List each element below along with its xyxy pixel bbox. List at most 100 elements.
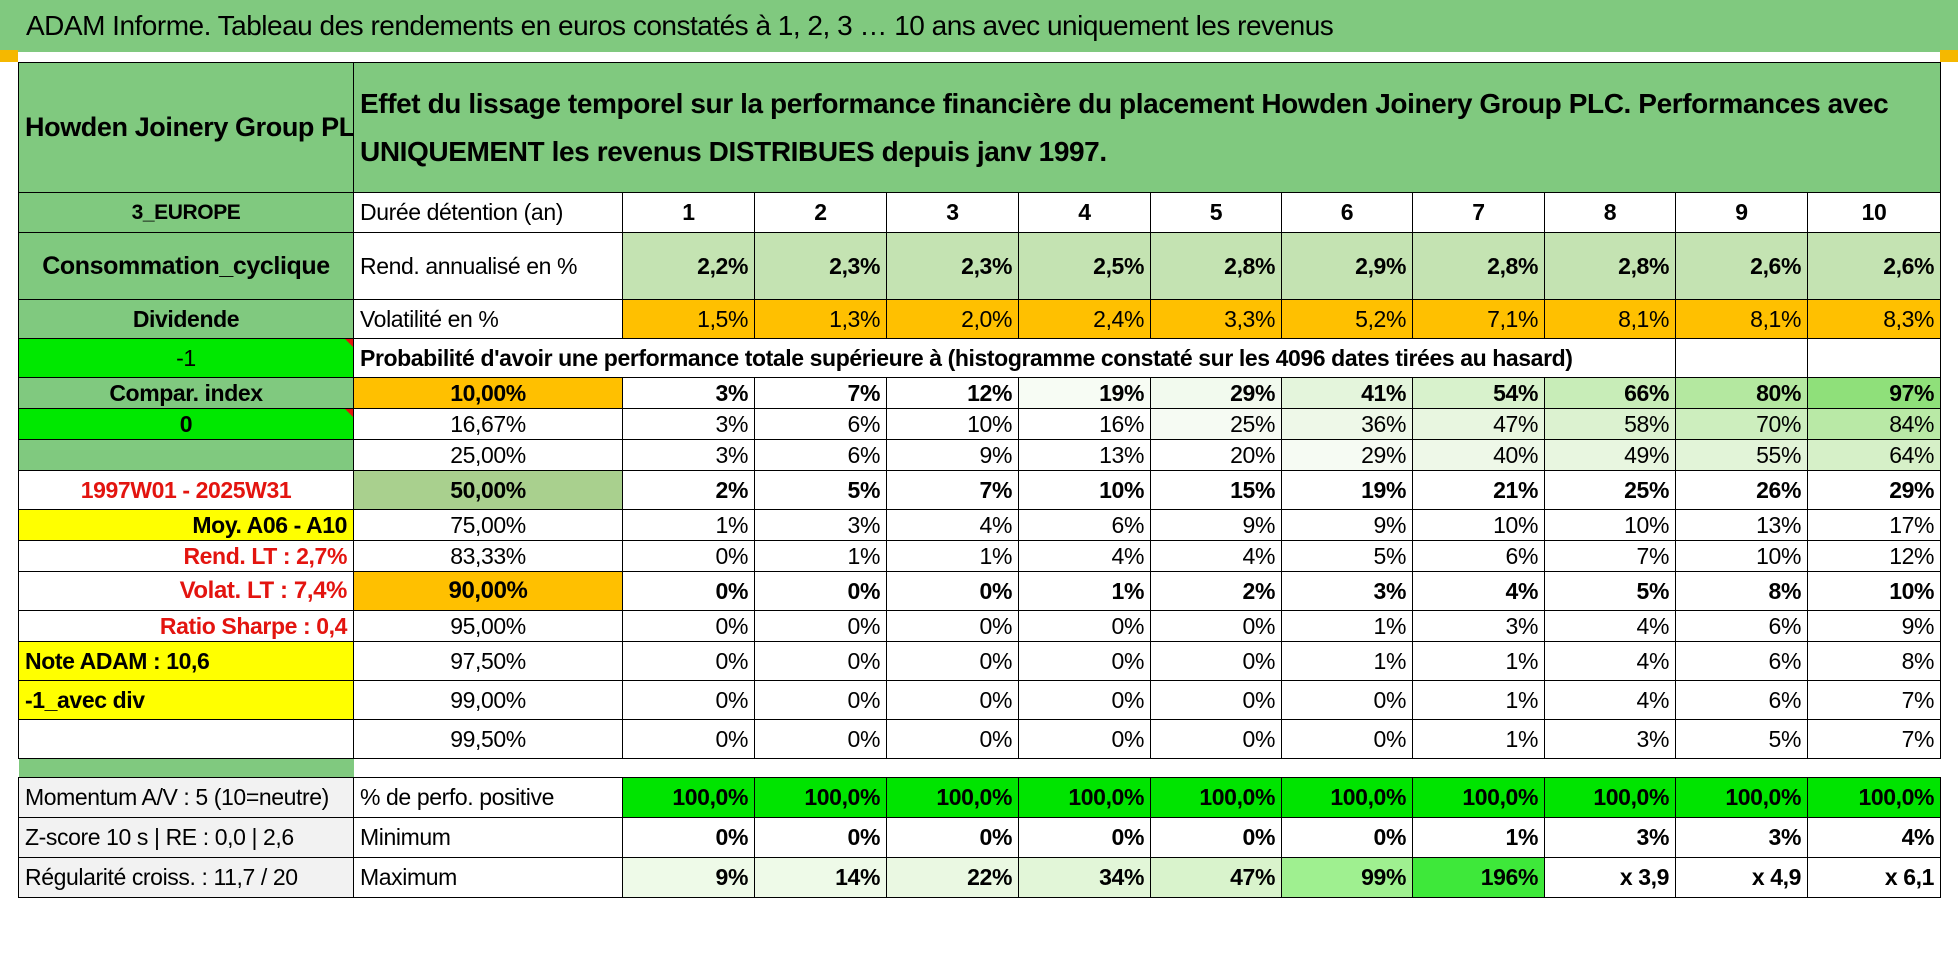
- positive-cell: 100,0%: [1806, 777, 1942, 818]
- prob-cell: 5%: [1281, 540, 1413, 572]
- maximum-cell: x 4,9: [1675, 857, 1808, 898]
- prob-cell: 5%: [1675, 719, 1808, 759]
- prob-row: Ratio Sharpe : 0,4 95,00% 0% 0% 0% 0% 0%…: [18, 610, 1942, 642]
- volat-cell: 3,3%: [1150, 299, 1282, 339]
- threshold-cell: 99,00%: [353, 680, 623, 720]
- prob-cell: 0%: [754, 719, 887, 759]
- rend-cell: 2,3%: [886, 232, 1019, 300]
- prob-cell: 2%: [1150, 571, 1282, 611]
- volat-cell: 2,4%: [1018, 299, 1151, 339]
- year-header: 10: [1806, 192, 1942, 233]
- prob-row: -1_avec div 99,00% 0% 0% 0% 0% 0% 0% 1% …: [18, 680, 1942, 720]
- prob-cell: 12%: [1806, 540, 1942, 572]
- header-row: Howden Joinery Group PLC Effet du lissag…: [18, 62, 1942, 193]
- prob-cell: 47%: [1412, 408, 1545, 440]
- volat-cell: 8,1%: [1544, 299, 1676, 339]
- minimum-cell: 0%: [1281, 817, 1413, 858]
- prob-cell: 9%: [1806, 610, 1942, 642]
- prob-cell: 40%: [1412, 439, 1545, 471]
- prob-cell: 12%: [886, 377, 1019, 409]
- prob-cell: 29%: [1150, 377, 1282, 409]
- prob-cell: 4%: [886, 509, 1019, 541]
- volat-lt-label: Volat. LT : 7,4%: [18, 571, 354, 611]
- type-label: Dividende: [18, 299, 354, 339]
- prob-cell: 0%: [622, 719, 755, 759]
- prob-cell: 8%: [1806, 641, 1942, 681]
- moy-label: Moy. A06 - A10: [18, 509, 354, 541]
- value-zero[interactable]: 0: [18, 408, 354, 440]
- region-label: 3_EUROPE: [18, 192, 354, 233]
- volat-cell: 5,2%: [1281, 299, 1413, 339]
- prob-cell: 0%: [754, 571, 887, 611]
- maximum-cell: 99%: [1281, 857, 1413, 898]
- minimum-cell: 0%: [622, 817, 755, 858]
- prob-cell: 10%: [886, 408, 1019, 440]
- prob-cell: 1%: [1412, 641, 1545, 681]
- prob-cell: 0%: [1018, 610, 1151, 642]
- prob-row: 25,00% 3% 6% 9% 13% 20% 29% 40% 49% 55% …: [18, 439, 1942, 471]
- maximum-cell: 196%: [1412, 857, 1545, 898]
- threshold-cell: 99,50%: [353, 719, 623, 759]
- empty-cell: [1675, 338, 1808, 378]
- year-header: 8: [1544, 192, 1676, 233]
- volat-label: Volatilité en %: [353, 299, 623, 339]
- positive-cell: 100,0%: [1281, 777, 1413, 818]
- prob-cell: 0%: [622, 680, 755, 720]
- threshold-cell: 95,00%: [353, 610, 623, 642]
- prob-cell: 0%: [886, 610, 1019, 642]
- value-neg1[interactable]: -1: [18, 338, 354, 378]
- volat-cell: 1,3%: [754, 299, 887, 339]
- prob-cell: 0%: [1281, 680, 1413, 720]
- prob-cell: 20%: [1150, 439, 1282, 471]
- prob-cell: 0%: [1018, 641, 1151, 681]
- positive-cell: 100,0%: [1018, 777, 1151, 818]
- maximum-cell: 47%: [1150, 857, 1282, 898]
- prob-cell: 97%: [1806, 377, 1942, 409]
- maximum-cell: x 3,9: [1544, 857, 1676, 898]
- year-header: 9: [1675, 192, 1808, 233]
- prob-cell: 66%: [1544, 377, 1676, 409]
- maximum-cell: 22%: [886, 857, 1019, 898]
- prob-cell: 9%: [1281, 509, 1413, 541]
- spacer-white: [353, 758, 1941, 778]
- prob-cell: 1%: [886, 540, 1019, 572]
- prob-cell: 8%: [1675, 571, 1808, 611]
- prob-cell: 13%: [1018, 439, 1151, 471]
- minimum-cell: 0%: [1018, 817, 1151, 858]
- positive-row: Momentum A/V : 5 (10=neutre) % de perfo.…: [18, 777, 1942, 818]
- prob-header-row: -1 Probabilité d'avoir une performance t…: [18, 338, 1942, 378]
- rend-cell: 2,9%: [1281, 232, 1413, 300]
- prob-row-median: 1997W01 - 2025W31 50,00% 2% 5% 7% 10% 15…: [18, 470, 1942, 510]
- prob-cell: 0%: [754, 610, 887, 642]
- prob-cell: 84%: [1806, 408, 1942, 440]
- positive-cell: 100,0%: [1675, 777, 1808, 818]
- minimum-row: Z-score 10 s | RE : 0,0 | 2,6 Minimum 0%…: [18, 817, 1942, 858]
- prob-cell: 0%: [622, 641, 755, 681]
- prob-cell: 3%: [1544, 719, 1676, 759]
- rend-label: Rend. annualisé en %: [353, 232, 623, 300]
- prob-cell: 16%: [1018, 408, 1151, 440]
- prob-cell: 0%: [754, 641, 887, 681]
- prob-cell: 6%: [754, 439, 887, 471]
- prob-row: 99,50% 0% 0% 0% 0% 0% 0% 1% 3% 5% 7%: [18, 719, 1942, 759]
- prob-cell: 10%: [1806, 571, 1942, 611]
- spacer-green: [18, 758, 354, 778]
- threshold-cell: 16,67%: [353, 408, 623, 440]
- minimum-cell: 3%: [1544, 817, 1676, 858]
- prob-cell: 6%: [1675, 641, 1808, 681]
- maximum-row: Régularité croiss. : 11,7 / 20 Maximum 9…: [18, 857, 1942, 898]
- prob-cell: 3%: [622, 439, 755, 471]
- duration-row: 3_EUROPE Durée détention (an) 1 2 3 4 5 …: [18, 192, 1942, 233]
- minimum-cell: 1%: [1412, 817, 1545, 858]
- prob-cell: 1%: [754, 540, 887, 572]
- prob-cell: 19%: [1018, 377, 1151, 409]
- prob-cell: 6%: [1018, 509, 1151, 541]
- prob-cell: 70%: [1675, 408, 1808, 440]
- company-name: Howden Joinery Group PLC: [18, 62, 354, 193]
- prob-header: Probabilité d'avoir une performance tota…: [353, 338, 1676, 378]
- year-header: 2: [754, 192, 887, 233]
- zscore-label: Z-score 10 s | RE : 0,0 | 2,6: [18, 817, 354, 858]
- prob-row: Volat. LT : 7,4% 90,00% 0% 0% 0% 1% 2% 3…: [18, 571, 1942, 611]
- prob-cell: 21%: [1412, 470, 1545, 510]
- rend-cell: 2,6%: [1675, 232, 1808, 300]
